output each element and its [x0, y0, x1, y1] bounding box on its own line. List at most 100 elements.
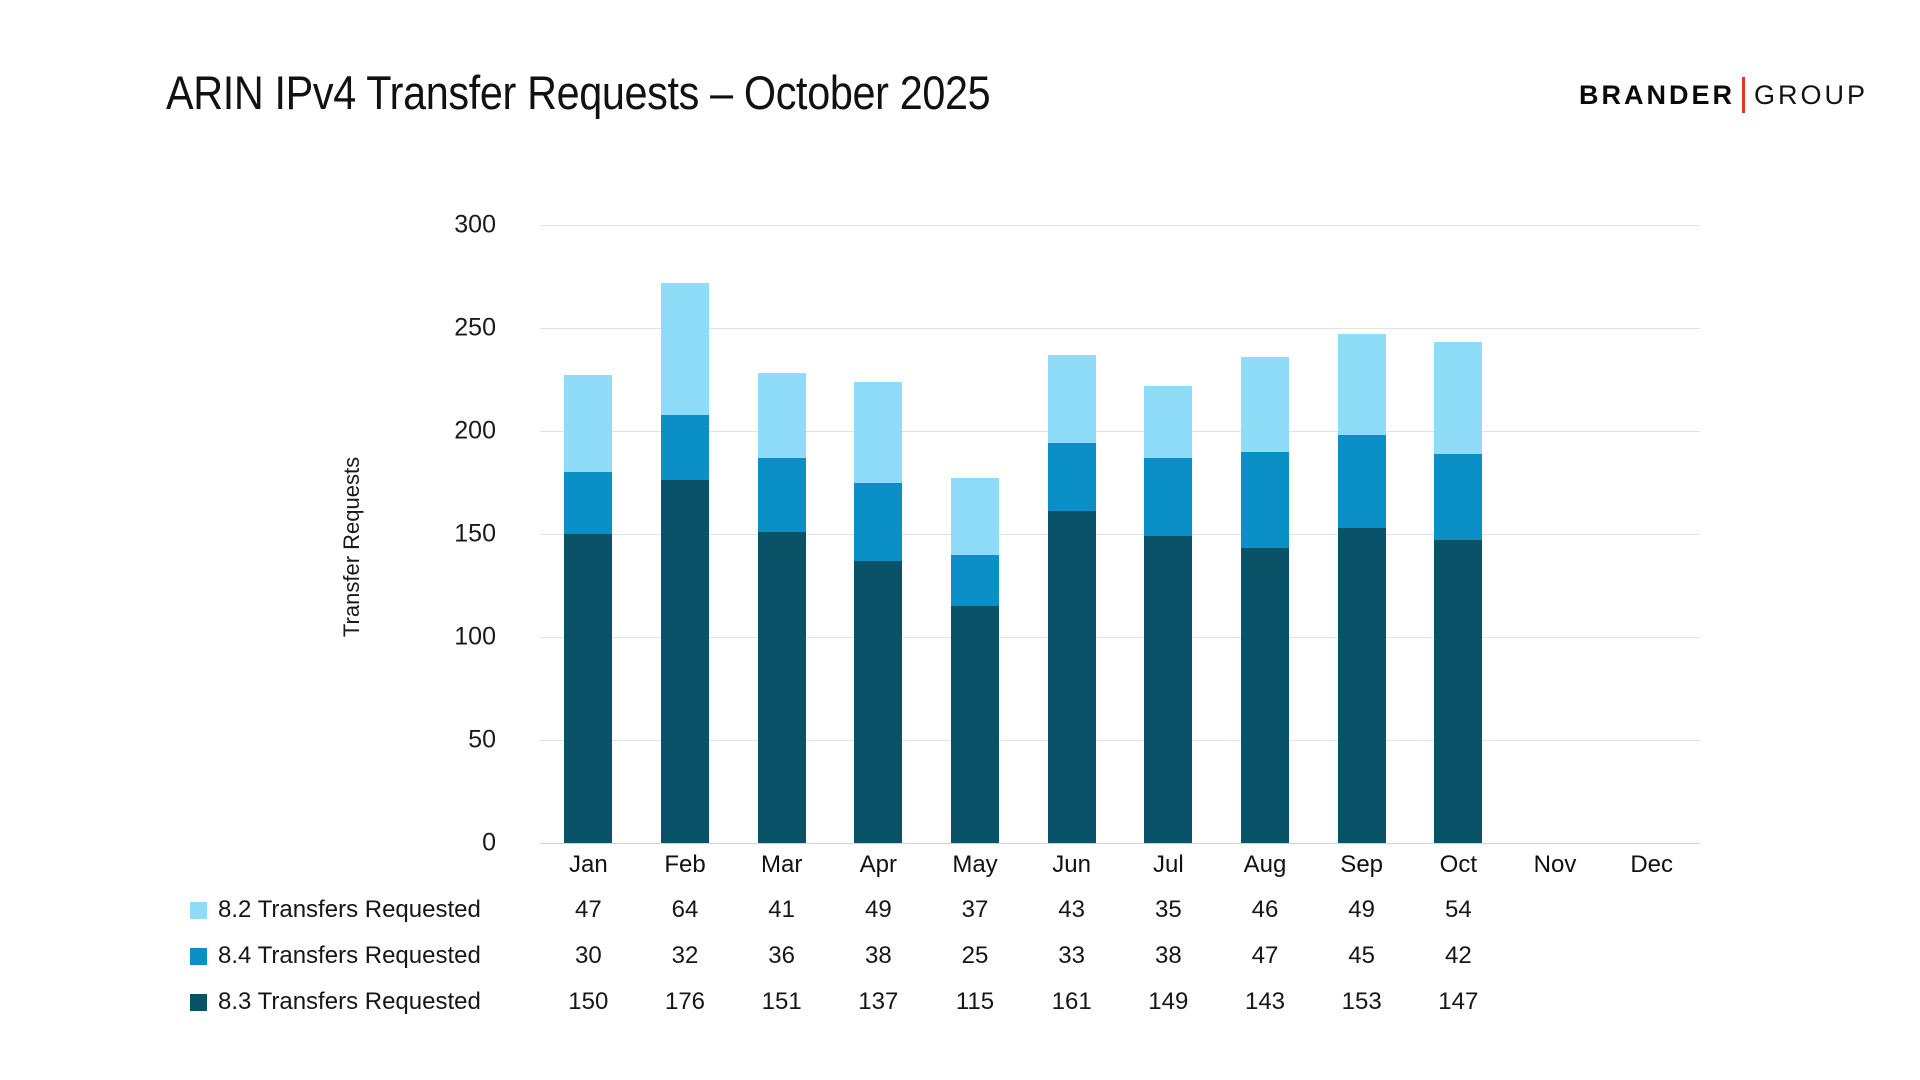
table-cell: 49: [1348, 896, 1376, 923]
gridline: [540, 431, 1700, 432]
table-cell: 46: [1251, 896, 1279, 923]
y-axis-tick-label: 250: [454, 313, 496, 342]
bar-segment[interactable]: [1144, 457, 1193, 537]
bar-column-jun[interactable]: [1047, 225, 1096, 843]
brander-group-logo: BRANDER GROUP: [1578, 77, 1868, 113]
bar-segment[interactable]: [564, 375, 613, 473]
logo-brander-text: BRANDER: [1578, 80, 1735, 110]
bar-segment[interactable]: [661, 480, 709, 843]
table-cell: 45: [1348, 942, 1376, 969]
x-axis-label-feb: Feb: [664, 851, 706, 878]
gridline: [540, 843, 1700, 844]
bar-column-jan[interactable]: [564, 225, 613, 843]
table-row: 8.4 Transfers Requested 30 32 36 38 25 33 38 47 4…: [0, 933, 1920, 979]
table-cell: 32: [671, 942, 699, 969]
table-cell: 64: [671, 896, 699, 923]
table-cell: 151: [761, 988, 802, 1015]
bar-segment[interactable]: [1047, 354, 1096, 444]
x-axis-label-dec: Dec: [1630, 851, 1673, 878]
y-axis-tick-labels: 0 50 100 150 200 250 300: [420, 211, 520, 857]
page-title: ARIN IPv4 Transfer Requests – October 20…: [166, 66, 991, 119]
x-axis-label-jun: Jun: [1052, 851, 1092, 878]
gridline: [540, 534, 1700, 535]
bar-segment[interactable]: [757, 373, 806, 458]
bar-segment[interactable]: [854, 560, 903, 843]
bar-segment[interactable]: [854, 482, 903, 561]
gridline: [540, 740, 1700, 741]
y-axis-tick-label: 200: [454, 416, 496, 445]
bar-column-apr[interactable]: [854, 225, 903, 843]
table-cell: 176: [664, 988, 706, 1015]
y-axis-tick-label: 50: [468, 725, 496, 754]
bar-segment[interactable]: [1047, 443, 1096, 512]
bar-column-may[interactable]: [951, 225, 999, 843]
bar-segment[interactable]: [1337, 334, 1386, 436]
table-cell: 137: [858, 988, 899, 1015]
table-cell: 143: [1244, 988, 1286, 1015]
bar-column-oct[interactable]: [1434, 225, 1483, 843]
x-axis-label-jan: Jan: [568, 851, 608, 878]
bar-segment[interactable]: [854, 381, 903, 483]
bar-segment[interactable]: [1434, 342, 1483, 454]
gridline: [540, 637, 1700, 638]
bar-column-sep[interactable]: [1337, 225, 1386, 843]
bar-segment[interactable]: [1434, 540, 1483, 843]
table-cell: 37: [961, 896, 989, 923]
legend-item[interactable]: 8.4 Transfers Requested: [190, 942, 481, 970]
table-cell: 54: [1444, 896, 1472, 923]
x-axis-label-jul: Jul: [1152, 851, 1184, 878]
x-axis-label-aug: Aug: [1243, 851, 1287, 878]
bar-column-aug[interactable]: [1241, 225, 1289, 843]
bar-segment[interactable]: [1337, 435, 1386, 528]
gridline: [540, 328, 1700, 329]
x-axis-label-may: May: [952, 851, 998, 878]
table-row: 8.3 Transfers Requested 150 176 151 137 115 16…: [0, 979, 1920, 1025]
legend-swatch-icon: [190, 947, 207, 965]
table-cell: 47: [1251, 942, 1279, 969]
data-table: Jan Feb Mar Apr May Jun Jul Aug Sep Oct Nov Dec 8.2…: [0, 843, 1920, 1025]
table-cell: 33: [1058, 942, 1086, 969]
bar-segment[interactable]: [564, 472, 613, 534]
bar-segment[interactable]: [757, 531, 806, 843]
bar-column-mar[interactable]: [757, 225, 806, 843]
bar-segment[interactable]: [564, 534, 613, 843]
y-axis-tick-label: 100: [454, 622, 496, 651]
y-axis-tick-label: 300: [454, 210, 496, 239]
bar-column-feb[interactable]: [661, 225, 709, 843]
legend-item[interactable]: 8.3 Transfers Requested: [190, 988, 481, 1016]
legend-label: 8.2 Transfers Requested: [218, 896, 481, 923]
table-cell: 25: [961, 942, 989, 969]
table-cell: 161: [1051, 988, 1092, 1015]
gridline: [540, 225, 1700, 226]
bar-segment[interactable]: [1337, 527, 1386, 843]
table-cell: 153: [1341, 988, 1382, 1015]
bar-segment[interactable]: [1241, 548, 1289, 843]
legend-label: 8.3 Transfers Requested: [218, 988, 481, 1015]
bar-segment[interactable]: [1241, 451, 1289, 549]
bar-segment[interactable]: [951, 478, 999, 555]
bar-segment[interactable]: [1047, 511, 1096, 843]
bar-segment[interactable]: [951, 554, 999, 607]
x-axis-label-sep: Sep: [1340, 851, 1384, 878]
legend-item[interactable]: 8.2 Transfers Requested: [190, 896, 481, 924]
table-cell: 41: [768, 896, 796, 923]
bar-column-jul[interactable]: [1144, 225, 1193, 843]
table-cell: 38: [1154, 942, 1182, 969]
bar-segment[interactable]: [1241, 356, 1289, 452]
bar-segment[interactable]: [661, 282, 709, 415]
legend-swatch-icon: [190, 901, 207, 919]
bar-segment[interactable]: [1434, 453, 1483, 541]
table-cell: 150: [568, 988, 609, 1015]
x-axis-label-nov: Nov: [1533, 851, 1577, 878]
table-cell: 42: [1444, 942, 1472, 969]
bar-segment[interactable]: [951, 606, 999, 843]
bar-segment[interactable]: [661, 414, 709, 481]
legend-label: 8.4 Transfers Requested: [218, 942, 481, 969]
bar-segment[interactable]: [1144, 536, 1193, 843]
table-cell: 49: [864, 896, 892, 923]
table-cell: 147: [1438, 988, 1479, 1015]
table-cell: 35: [1154, 896, 1182, 923]
bar-segment[interactable]: [757, 457, 806, 532]
bar-segment[interactable]: [1144, 385, 1193, 458]
